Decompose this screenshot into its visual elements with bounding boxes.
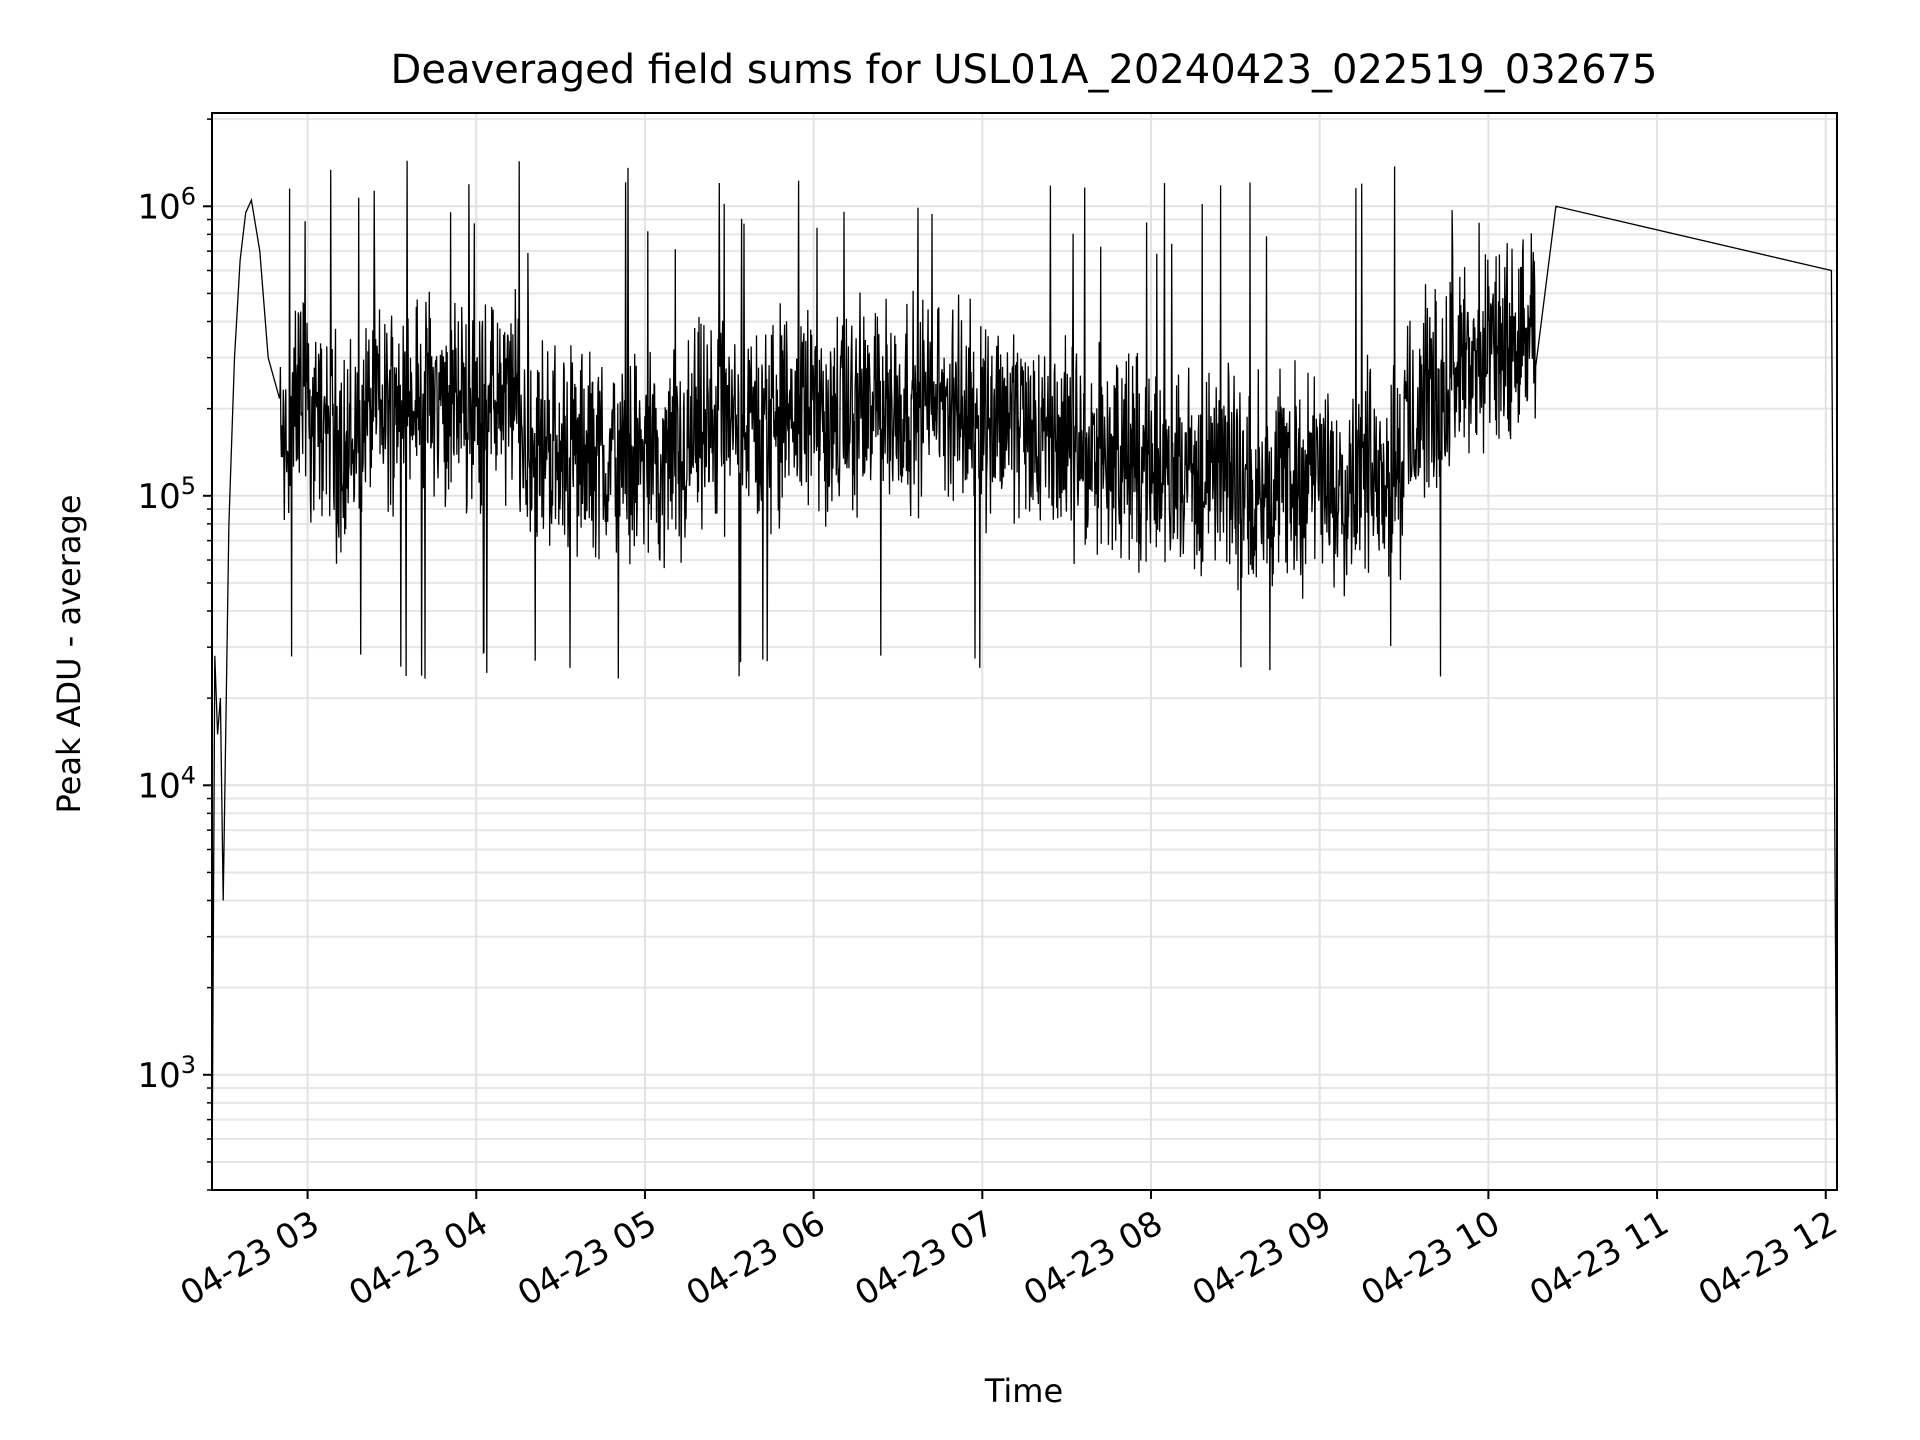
- y-tick-label: 105: [137, 472, 196, 517]
- y-axis-label: Peak ADU - average: [50, 495, 88, 814]
- y-axis-ticks: 103 104 105 106: [137, 118, 212, 1191]
- x-axis-label: Time: [984, 1372, 1063, 1410]
- y-tick-label: 103: [137, 1051, 196, 1096]
- plot-area: [212, 160, 1837, 1190]
- y-tick-label: 104: [137, 761, 196, 806]
- plot-frame: [211, 112, 1838, 1191]
- y-tick-label: 106: [137, 182, 196, 227]
- chart-title: Deaveraged field sums for USL01A_2024042…: [391, 47, 1658, 93]
- series-line: [212, 160, 1837, 1190]
- grid-lines: [212, 113, 1837, 1191]
